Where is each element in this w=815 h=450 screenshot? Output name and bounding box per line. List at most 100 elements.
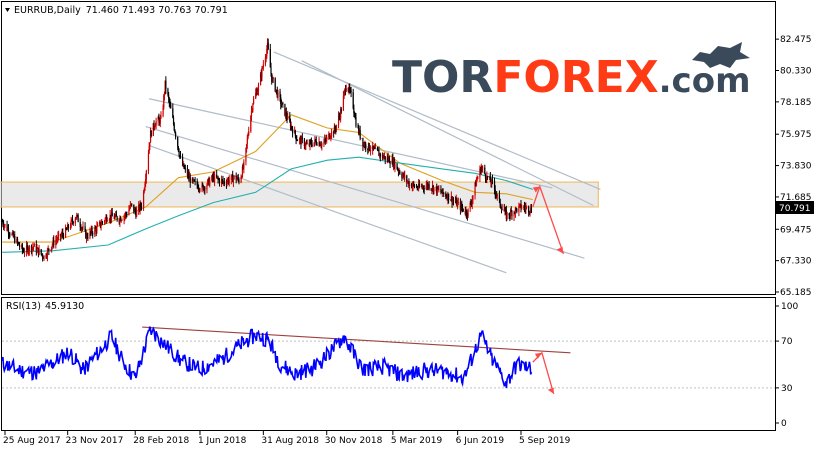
candle-body — [530, 207, 532, 213]
candle-body — [452, 200, 454, 203]
forecast-arrow-line — [532, 184, 565, 255]
collapse-icon[interactable] — [5, 8, 10, 12]
candle-body — [376, 147, 379, 151]
candle-body — [223, 181, 225, 183]
candle-body — [516, 208, 518, 212]
candle-body — [150, 130, 152, 137]
candle-body — [158, 117, 160, 120]
candle-body — [262, 67, 264, 69]
candle-body — [519, 204, 521, 206]
candle-body — [362, 137, 364, 147]
candle-body — [402, 175, 404, 178]
candle-body — [305, 143, 307, 146]
rsi-level-lines — [2, 340, 775, 389]
candle-body — [301, 137, 303, 145]
candle-body — [294, 130, 296, 136]
candle-body — [398, 171, 400, 173]
candle-body — [207, 178, 209, 181]
candle-body — [461, 207, 464, 209]
candle-body — [363, 143, 365, 147]
candle-body — [163, 95, 165, 108]
candle-body — [84, 226, 86, 230]
resistance-zone-layer — [0, 181, 599, 208]
candle-body — [496, 194, 498, 197]
candle-body — [399, 171, 401, 175]
candle-body — [484, 167, 486, 175]
candle-body — [383, 157, 385, 159]
candle-body — [128, 209, 130, 215]
candle-body — [207, 180, 209, 186]
candle-body — [264, 57, 267, 65]
candle-body — [104, 218, 106, 222]
candle-body — [446, 196, 448, 200]
candle-body — [183, 163, 185, 169]
candle-body — [69, 226, 72, 229]
candle-body — [358, 130, 361, 134]
rsi-trendline — [142, 326, 571, 354]
candle-body — [242, 166, 244, 169]
candle-body — [464, 211, 466, 214]
candle-body — [323, 142, 325, 144]
candle-body — [87, 237, 89, 239]
candle-body — [352, 92, 354, 109]
candle-body — [96, 225, 98, 232]
candle-body — [82, 226, 84, 229]
candle-body — [94, 227, 97, 229]
candle-body — [193, 179, 195, 181]
candle-body — [13, 235, 15, 237]
candle-body — [203, 187, 205, 191]
candle-body — [479, 168, 481, 178]
candle-body — [266, 42, 269, 50]
candle-body — [420, 186, 423, 187]
candle-body — [209, 180, 211, 186]
candle-body — [99, 221, 102, 227]
candle-body — [436, 186, 438, 193]
candle-body — [381, 154, 384, 157]
candle-body — [377, 150, 379, 152]
candle-body — [509, 215, 511, 217]
candle-body — [338, 116, 340, 118]
candle-body — [168, 98, 170, 103]
candle-body — [345, 87, 347, 92]
forecast-arrow-head — [532, 186, 540, 193]
candle-body — [55, 239, 58, 241]
candle-body — [67, 224, 69, 230]
candle-body — [367, 148, 369, 150]
candle-body — [450, 196, 452, 200]
candle-body — [388, 158, 390, 164]
candle-body — [262, 64, 264, 68]
candle-body — [314, 139, 317, 141]
candle-body — [505, 210, 507, 219]
candle-body — [290, 126, 292, 128]
candle-body — [520, 203, 522, 209]
candle-body — [364, 143, 366, 147]
candle-body — [461, 204, 463, 208]
candle-body — [159, 117, 161, 124]
candle-body — [245, 148, 247, 162]
candle-body — [12, 232, 14, 234]
candle-body — [466, 210, 468, 216]
candle-body — [181, 156, 184, 166]
candle-body — [85, 229, 87, 239]
candle-body — [240, 177, 242, 183]
candle-body — [14, 235, 16, 243]
candle-body — [248, 131, 250, 136]
candle-body — [298, 138, 301, 141]
candle-body — [48, 248, 50, 251]
candle-body — [201, 184, 203, 190]
candle-body — [320, 145, 322, 147]
candle-body — [431, 189, 433, 190]
candle-body — [125, 213, 127, 215]
candle-body — [459, 202, 462, 211]
candle-body — [256, 91, 258, 95]
candle-body — [175, 132, 177, 137]
candle-body — [289, 121, 292, 128]
candle-body — [103, 221, 106, 223]
resistance-zone — [0, 181, 599, 208]
candle-body — [115, 214, 118, 217]
candle-body — [408, 181, 410, 187]
candle-body — [454, 200, 457, 203]
candle-body — [197, 188, 200, 190]
candle-body — [42, 257, 44, 259]
candle-body — [243, 161, 245, 169]
